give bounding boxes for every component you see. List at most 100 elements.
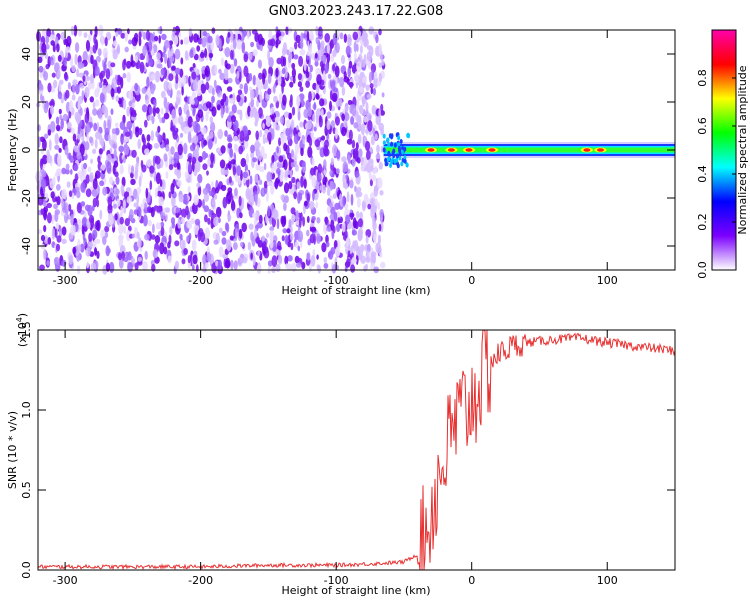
heatmap-cell bbox=[151, 264, 156, 272]
heatmap-cell bbox=[248, 73, 253, 82]
heatmap-cell bbox=[131, 233, 135, 239]
heatmap-cell bbox=[256, 99, 259, 108]
heatmap-cell bbox=[70, 127, 75, 134]
heatmap-cell bbox=[123, 256, 129, 263]
heatmap-cell bbox=[291, 262, 297, 273]
heatmap-cell bbox=[219, 159, 226, 169]
heatmap-cell bbox=[365, 229, 372, 238]
heatmap-cell bbox=[360, 164, 365, 172]
heatmap-cell bbox=[204, 227, 210, 239]
heatmap-cell bbox=[118, 223, 124, 235]
heatmap-cell bbox=[43, 102, 49, 114]
heatmap-cell bbox=[208, 208, 212, 218]
heatmap-cell bbox=[289, 169, 293, 179]
heatmap-cell bbox=[334, 202, 340, 210]
heatmap-cell bbox=[259, 90, 263, 103]
heatmap-cell bbox=[231, 104, 237, 114]
heatmap-cell bbox=[205, 101, 212, 109]
heatmap-cell bbox=[61, 167, 67, 175]
heatmap-cell bbox=[281, 235, 285, 242]
heatmap-cell bbox=[126, 120, 133, 130]
heatmap-cell bbox=[330, 180, 335, 190]
heatmap-cell bbox=[152, 223, 155, 234]
y-tick-label: 20 bbox=[20, 95, 33, 109]
heatmap-cell bbox=[269, 240, 274, 249]
heatmap-cell bbox=[343, 33, 348, 43]
heatmap-cell bbox=[119, 152, 124, 164]
heatmap-cell bbox=[285, 127, 291, 137]
heatmap-cell bbox=[50, 40, 55, 46]
heatmap-cell bbox=[59, 114, 63, 121]
heatmap-cell bbox=[269, 226, 275, 232]
heatmap-cell bbox=[355, 99, 360, 112]
heatmap-cell bbox=[358, 148, 363, 158]
heatmap-cell bbox=[293, 191, 297, 200]
heatmap-cell bbox=[380, 145, 384, 153]
heatmap-cell bbox=[166, 138, 169, 146]
heatmap-cell bbox=[290, 233, 294, 241]
heatmap-cell bbox=[76, 68, 80, 78]
heatmap-cell bbox=[348, 81, 354, 88]
heatmap-cell bbox=[233, 135, 238, 142]
heatmap-cell bbox=[298, 230, 304, 243]
heatmap-cell bbox=[325, 241, 330, 248]
heatmap-cell bbox=[336, 149, 341, 160]
heatmap-cell bbox=[193, 194, 199, 206]
heatmap-cell bbox=[69, 255, 73, 263]
heatmap-cell bbox=[171, 159, 175, 165]
heatmap-cell bbox=[291, 176, 296, 184]
heatmap-cell bbox=[72, 133, 77, 142]
heatmap-cell bbox=[378, 108, 382, 119]
heatmap-cell bbox=[226, 222, 230, 233]
heatmap-cell bbox=[309, 30, 314, 42]
heatmap-cell bbox=[139, 61, 145, 74]
heatmap-cell bbox=[217, 128, 223, 140]
heatmap-cell bbox=[92, 44, 97, 54]
heatmap-cell bbox=[265, 232, 270, 239]
heatmap-cell bbox=[238, 195, 242, 207]
heatmap-cell bbox=[97, 48, 102, 57]
signal-spread bbox=[387, 156, 391, 162]
heatmap-cell bbox=[53, 203, 58, 210]
heatmap-cell bbox=[225, 35, 230, 45]
heatmap-cell bbox=[191, 121, 195, 127]
heatmap-cell bbox=[127, 261, 133, 273]
heatmap-cell bbox=[246, 30, 250, 40]
heatmap-cell bbox=[64, 145, 69, 156]
heatmap-cell bbox=[41, 170, 47, 178]
heatmap-cell bbox=[206, 252, 212, 263]
heatmap-cell bbox=[356, 210, 360, 219]
heatmap-cell bbox=[359, 211, 363, 219]
heatmap-cell bbox=[254, 173, 259, 183]
heatmap-cell bbox=[151, 234, 156, 240]
heatmap-cell bbox=[234, 187, 238, 197]
heatmap-cell bbox=[267, 73, 272, 85]
heatmap-cell bbox=[344, 105, 349, 113]
heatmap-cell bbox=[286, 228, 291, 234]
heatmap-cell bbox=[171, 109, 176, 119]
heatmap-cell bbox=[209, 116, 214, 124]
heatmap-cell bbox=[371, 104, 377, 115]
colorbar-tick-label: 0.8 bbox=[696, 69, 709, 87]
heatmap-cell bbox=[259, 166, 265, 173]
heatmap-cell bbox=[154, 70, 161, 83]
heatmap-cell bbox=[188, 27, 193, 37]
heatmap-cell bbox=[77, 170, 83, 179]
heatmap-cell bbox=[179, 132, 184, 138]
heatmap-cell bbox=[342, 195, 346, 207]
heatmap-cell bbox=[85, 188, 92, 198]
heatmap-cell bbox=[155, 222, 162, 230]
heatmap-cell bbox=[162, 132, 166, 142]
heatmap-cell bbox=[88, 215, 95, 224]
heatmap-cell bbox=[70, 56, 73, 67]
heatmap-cell bbox=[137, 256, 143, 262]
heatmap-cell bbox=[91, 188, 98, 197]
signal-spread bbox=[403, 155, 407, 161]
heatmap-cell bbox=[269, 216, 273, 225]
heatmap-cell bbox=[187, 162, 192, 173]
heatmap-cell bbox=[370, 207, 376, 219]
heatmap-cell bbox=[368, 158, 374, 165]
heatmap-cell bbox=[273, 84, 276, 94]
heatmap-cell bbox=[161, 33, 167, 41]
heatmap-cell bbox=[94, 88, 100, 98]
